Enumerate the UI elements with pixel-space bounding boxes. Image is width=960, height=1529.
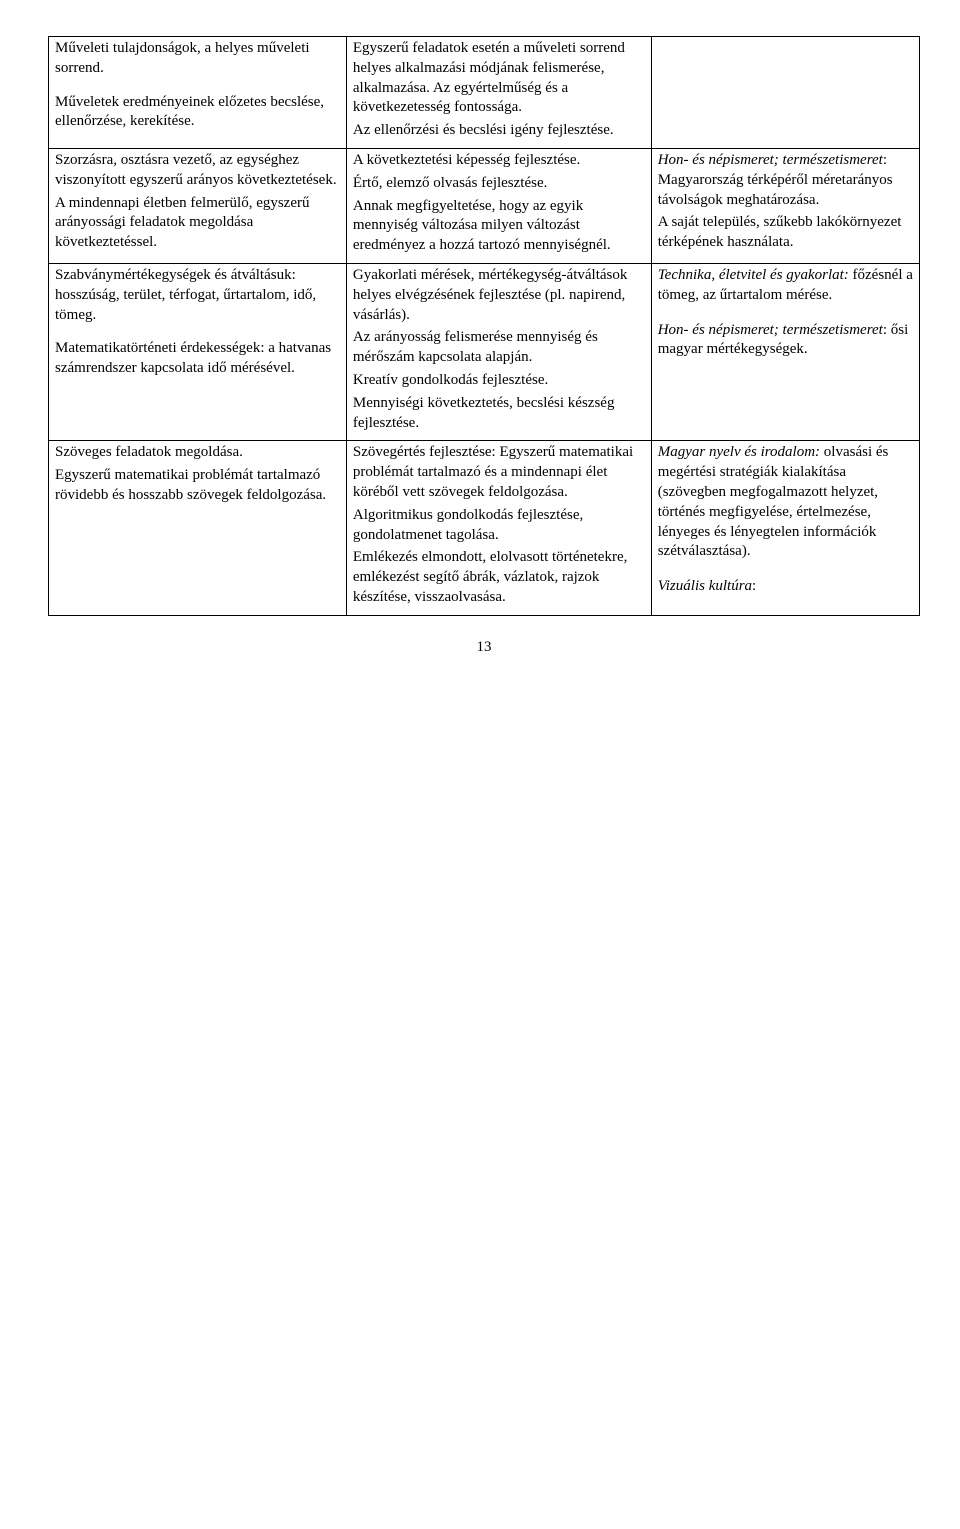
cell-paragraph: Műveleti tulajdonságok, a helyes művelet…: [55, 39, 340, 79]
cell-paragraph: Matematikatörténeti érdekességek: a hatv…: [55, 339, 340, 379]
cell-paragraph: Technika, életvitel és gyakorlat: főzésn…: [658, 266, 913, 306]
cell-paragraph: Egyszerű matematikai problémát tartalmaz…: [55, 466, 340, 506]
cell-c2: Gyakorlati mérések, mértékegység-átváltá…: [346, 263, 651, 440]
cell-paragraph: Az ellenőrzési és becslési igény fejlesz…: [353, 121, 645, 141]
cell-paragraph: A saját település, szűkebb lakókörnyezet…: [658, 213, 913, 253]
cell-paragraph: Szabványmértékegységek és átváltásuk: ho…: [55, 266, 340, 325]
cell-paragraph: Vizuális kultúra:: [658, 577, 913, 597]
cell-paragraph: Értő, elemző olvasás fejlesztése.: [353, 174, 645, 194]
cell-c2: A következtetési képesség fejlesztése. Ér…: [346, 148, 651, 263]
cell-paragraph: Szöveges feladatok megoldása.: [55, 443, 340, 463]
cell-paragraph: Az arányosság felismerése mennyiség és m…: [353, 328, 645, 368]
cell-paragraph: Szövegértés fejlesztése: Egyszerű matema…: [353, 443, 645, 502]
cell-c2: Szövegértés fejlesztése: Egyszerű matema…: [346, 441, 651, 615]
cell-paragraph: A mindennapi életben felmerülő, egyszerű…: [55, 194, 340, 253]
cell-c1: Szöveges feladatok megoldása. Egyszerű ma…: [49, 441, 347, 615]
cell-c1: Szorzásra, osztásra vezető, az egységhez…: [49, 148, 347, 263]
cell-paragraph: Szorzásra, osztásra vezető, az egységhez…: [55, 151, 340, 191]
cell-c3: [651, 37, 919, 149]
cell-paragraph: Emlékezés elmondott, elolvasott történet…: [353, 548, 645, 607]
cell-paragraph: Kreatív gondolkodás fejlesztése.: [353, 371, 645, 391]
cell-paragraph: Annak megfigyeltetése, hogy az egyik men…: [353, 197, 645, 256]
cell-c2: Egyszerű feladatok esetén a műveleti sor…: [346, 37, 651, 149]
content-table: Műveleti tulajdonságok, a helyes művelet…: [48, 36, 920, 616]
cell-paragraph: Műveletek eredményeinek előzetes becslés…: [55, 93, 340, 133]
cell-paragraph: Gyakorlati mérések, mértékegység-átváltá…: [353, 266, 645, 325]
cell-paragraph: Egyszerű feladatok esetén a műveleti sor…: [353, 39, 645, 118]
cell-c3: Technika, életvitel és gyakorlat: főzésn…: [651, 263, 919, 440]
cell-paragraph: Mennyiségi következtetés, becslési készs…: [353, 394, 645, 434]
cell-paragraph: Hon- és népismeret; természetismeret: Ma…: [658, 151, 913, 210]
cell-paragraph: Magyar nyelv és irodalom: olvasási és me…: [658, 443, 913, 562]
table-row: Szabványmértékegységek és átváltásuk: ho…: [49, 263, 920, 440]
table-row: Szöveges feladatok megoldása. Egyszerű ma…: [49, 441, 920, 615]
cell-c1: Műveleti tulajdonságok, a helyes művelet…: [49, 37, 347, 149]
table-row: Szorzásra, osztásra vezető, az egységhez…: [49, 148, 920, 263]
cell-c3: Hon- és népismeret; természetismeret: Ma…: [651, 148, 919, 263]
cell-c3: Magyar nyelv és irodalom: olvasási és me…: [651, 441, 919, 615]
page-number: 13: [48, 638, 920, 658]
cell-paragraph: Algoritmikus gondolkodás fejlesztése, go…: [353, 506, 645, 546]
cell-paragraph: Hon- és népismeret; természetismeret: ős…: [658, 321, 913, 361]
cell-paragraph: A következtetési képesség fejlesztése.: [353, 151, 645, 171]
table-row: Műveleti tulajdonságok, a helyes művelet…: [49, 37, 920, 149]
cell-c1: Szabványmértékegységek és átváltásuk: ho…: [49, 263, 347, 440]
